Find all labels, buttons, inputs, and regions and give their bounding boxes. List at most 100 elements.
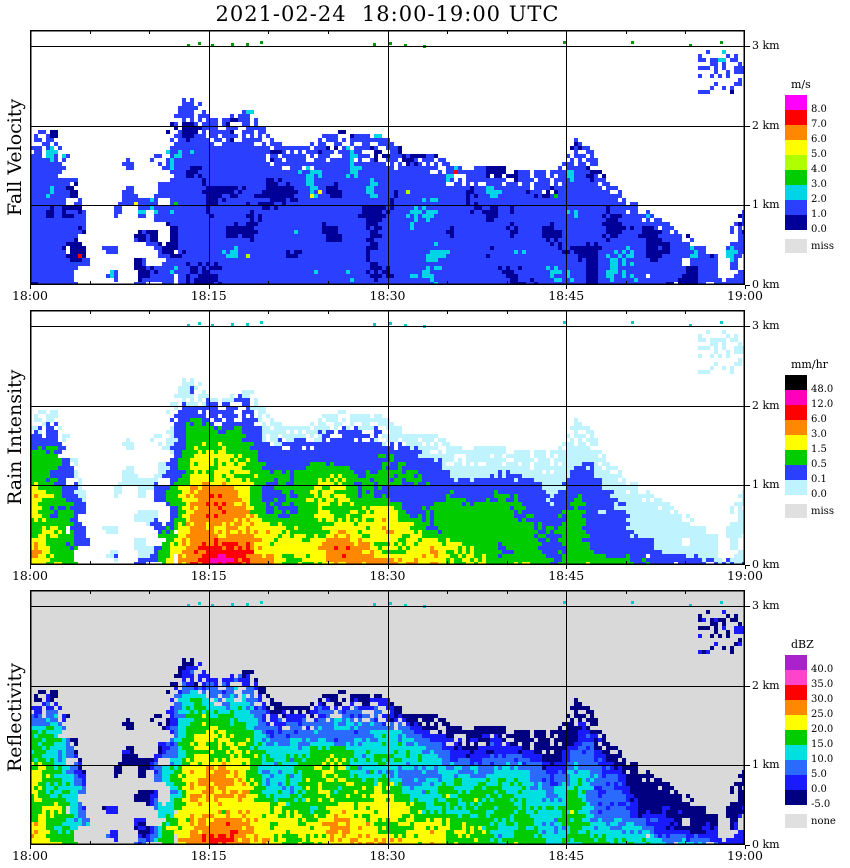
x-tick-label: 18:30 [369, 568, 406, 583]
y-tick-label: 3 km [752, 38, 780, 52]
colorbar-segment: 7.0 [785, 110, 827, 130]
y-tick-label: 0 km [752, 278, 780, 291]
colorbar-tick-label: 6.0 [811, 414, 827, 425]
x-tick-label: 18:45 [548, 568, 585, 583]
y-tick-label: 1 km [752, 478, 780, 492]
x-tick-mark [387, 565, 389, 569]
colorbar-segment: 0.5 [785, 450, 827, 470]
y-tick-mark [745, 45, 750, 47]
x-tick-mark [745, 285, 746, 289]
colorbar-segment: 20.0 [785, 715, 833, 735]
x-tick-label: 18:15 [190, 288, 227, 303]
colorbar-tick-label: 1.0 [811, 209, 827, 220]
colorbar-tick-label: 15.0 [811, 739, 834, 750]
colorbar-tick-label: 40.0 [811, 664, 834, 675]
colorbar-segment: -5.0 [785, 790, 830, 810]
colorbar-segment: 2.0 [785, 185, 827, 205]
colorbar-segment: 48.0 [785, 375, 833, 395]
y-tick-label: 2 km [752, 118, 780, 132]
colorbar-segments: 48.0 12.0 6.0 3.0 1.5 0.5 0.1 0.0 [785, 375, 850, 500]
heatmap-canvas [30, 590, 745, 845]
colorbar-segment: 30.0 [785, 685, 833, 705]
colorbar-tick-label: 12.0 [811, 399, 834, 410]
x-tick-label: 19:00 [726, 288, 764, 303]
x-tick-mark [208, 285, 210, 289]
x-tick-label: 18:30 [369, 288, 406, 303]
heatmap-canvas [30, 310, 745, 565]
colorbar-segment: 0.0 [785, 480, 827, 500]
colorbar-segment: 15.0 [785, 730, 833, 750]
y-tick-mark [745, 685, 750, 687]
colorbar-tick-label: 0.0 [811, 784, 827, 795]
colorbar-segments: 8.0 7.0 6.0 5.0 4.0 3.0 2.0 1.0 0.0 [785, 95, 850, 235]
y-tick-label: 1 km [752, 758, 780, 772]
colorbar-missing-entry: miss [785, 504, 850, 518]
y-tick-label: 2 km [752, 398, 780, 412]
colorbar-tick-label: 1.5 [811, 444, 827, 455]
colorbar-segment: 3.0 [785, 420, 827, 440]
x-tick-label: 18:45 [548, 848, 585, 863]
x-tick-mark [30, 285, 31, 289]
colorbar: dBZ 40.0 35.0 30.0 25.0 20.0 15.0 10.0 5.0 0.0 -5… [785, 638, 850, 828]
x-tick-mark [745, 565, 746, 569]
colorbar-segment: 10.0 [785, 745, 833, 765]
x-tick-mark [387, 845, 389, 849]
panel-velocity: Fall Velocity 18:00 18:15 18:30 18:45 19:00 … [0, 30, 850, 322]
y-tick-mark [745, 565, 750, 566]
colorbar-segment: 5.0 [785, 760, 827, 780]
colorbar-missing-swatch [785, 814, 807, 828]
y-tick-mark [745, 125, 750, 127]
panel-ylabel: Reflectivity [4, 663, 26, 772]
heatmap-canvas [30, 30, 745, 285]
colorbar-tick-label: 48.0 [811, 384, 834, 395]
colorbar-tick-label: 6.0 [811, 134, 827, 145]
colorbar-segment: 1.0 [785, 200, 827, 220]
y-tick-mark [745, 285, 750, 286]
colorbar-segment: 3.0 [785, 170, 827, 190]
colorbar-missing-label: miss [811, 240, 834, 252]
colorbar-tick-label: 25.0 [811, 709, 834, 720]
x-tick-label: 18:00 [11, 848, 49, 863]
y-tick-label: 3 km [752, 598, 780, 612]
x-tick-label: 18:30 [369, 848, 406, 863]
colorbar-tick-label: 0.5 [811, 459, 827, 470]
colorbar-tick-label: -5.0 [811, 799, 831, 810]
y-tick-mark [745, 205, 750, 207]
x-tick-label: 19:00 [726, 568, 764, 583]
colorbar-tick-label: 3.0 [811, 429, 827, 440]
colorbar-segment: 35.0 [785, 670, 833, 690]
colorbar-missing-entry: none [785, 814, 850, 828]
colorbar-segment: 1.5 [785, 435, 827, 455]
y-tick-mark [745, 405, 750, 407]
colorbar-missing-label: miss [811, 505, 834, 517]
colorbar-segment: 0.1 [785, 465, 827, 485]
y-tick-mark [745, 845, 750, 846]
colorbar-tick-label: 5.0 [811, 769, 827, 780]
colorbar-missing-swatch [785, 239, 807, 253]
colorbar-tick-label: 7.0 [811, 119, 827, 130]
colorbar-segment: 4.0 [785, 155, 827, 175]
x-tick-mark [208, 565, 210, 569]
panel-rain: Rain Intensity 18:00 18:15 18:30 18:45 19:00… [0, 310, 850, 602]
colorbar-segment: 6.0 [785, 125, 827, 145]
colorbar-unit-label: m/s [791, 78, 811, 91]
colorbar-unit-label: dBZ [791, 638, 814, 651]
x-tick-mark [566, 285, 568, 289]
colorbar-segment: 0.0 [785, 215, 827, 235]
colorbar-segment: 8.0 [785, 95, 827, 115]
colorbar-segment: 40.0 [785, 655, 833, 675]
colorbar-segment: 5.0 [785, 140, 827, 160]
x-tick-mark [745, 845, 746, 849]
x-tick-mark [208, 845, 210, 849]
colorbar-tick-label: 30.0 [811, 694, 834, 705]
colorbar-segment: 25.0 [785, 700, 833, 720]
y-tick-mark [745, 765, 750, 767]
colorbar-tick-label: 0.0 [811, 224, 827, 235]
colorbar-tick-label: 2.0 [811, 194, 827, 205]
y-tick-mark [745, 485, 750, 487]
colorbar-missing-entry: miss [785, 239, 850, 253]
x-tick-label: 18:00 [11, 568, 49, 583]
colorbar-tick-label: 0.1 [811, 474, 827, 485]
colorbar-tick-label: 35.0 [811, 679, 834, 690]
